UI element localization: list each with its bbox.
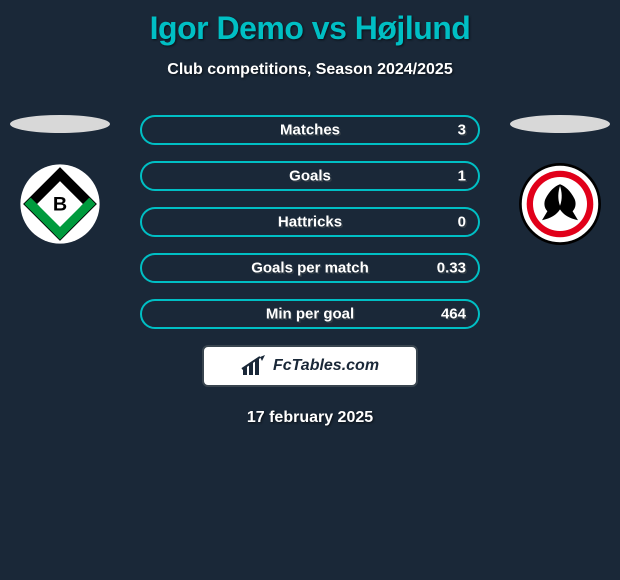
stat-value-right: 0.33 [437,260,466,277]
date-text: 17 february 2025 [0,409,620,427]
frankfurt-badge-icon [510,159,610,249]
stat-value-right: 3 [458,122,466,139]
stat-row-goals-per-match: Goals per match 0.33 [140,253,480,283]
stat-value-right: 1 [458,168,466,185]
stat-value-right: 464 [441,306,466,323]
stat-label: Goals [289,168,331,185]
player-right-column [500,115,620,249]
stat-value-right: 0 [458,214,466,231]
player-left-club-badge: B [10,159,110,249]
comparison-content: B Matches 3 Goals 1 [0,115,620,427]
stat-row-goals: Goals 1 [140,161,480,191]
stat-row-hattricks: Hattricks 0 [140,207,480,237]
player-left-avatar [10,115,110,133]
brand-text: FcTables.com [273,357,379,375]
player-right-avatar [510,115,610,133]
bar-chart-icon [241,355,269,377]
stat-row-matches: Matches 3 [140,115,480,145]
stats-list: Matches 3 Goals 1 Hattricks 0 Goals per … [140,115,480,329]
player-right-club-badge [510,159,610,249]
subtitle: Club competitions, Season 2024/2025 [0,61,620,79]
stat-row-min-per-goal: Min per goal 464 [140,299,480,329]
stat-label: Hattricks [278,214,342,231]
page-title: Igor Demo vs Højlund [0,0,620,47]
player-left-column: B [0,115,120,249]
svg-text:B: B [53,193,67,215]
stat-label: Goals per match [251,260,369,277]
stat-label: Min per goal [266,306,354,323]
stat-label: Matches [280,122,340,139]
brand-logo[interactable]: FcTables.com [202,345,418,387]
gladbach-badge-icon: B [10,159,110,249]
